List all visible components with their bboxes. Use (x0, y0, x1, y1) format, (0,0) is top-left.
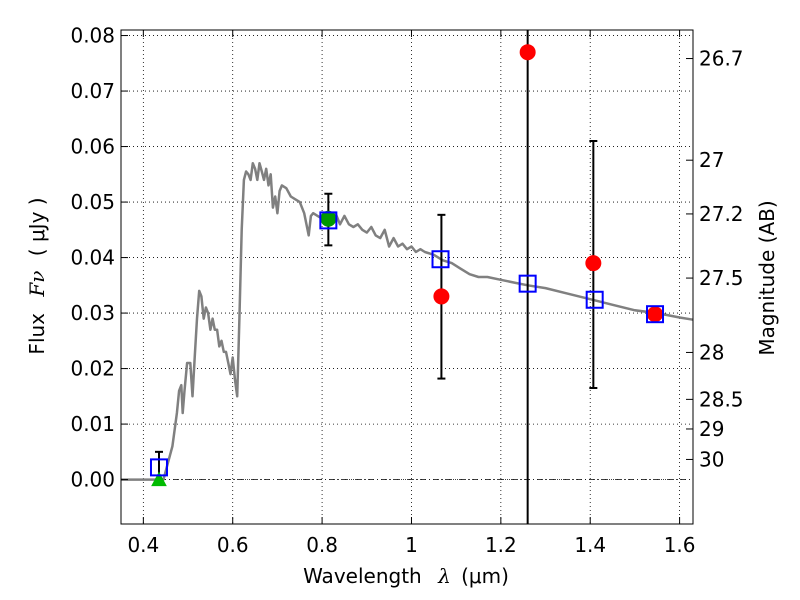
detection-circle-marker (433, 288, 450, 305)
x-axis-title-symbol: λ (437, 564, 451, 588)
magnitude-tick-label: 26.7 (699, 47, 744, 71)
magnitude-tick-label: 27.2 (699, 202, 744, 226)
y-tick-label: 0.05 (70, 190, 115, 214)
y-tick-label: 0.03 (70, 301, 115, 325)
upper-limit-triangle-marker (151, 471, 167, 487)
magnitude-tick-label: 27.5 (699, 266, 744, 290)
data-markers (149, 44, 665, 487)
x-tick-label: 1.6 (664, 533, 696, 557)
plot-frame (120, 29, 694, 525)
model-square-marker (149, 458, 168, 477)
model-square-marker (431, 250, 450, 269)
x-tick-label: 1.4 (574, 533, 606, 557)
x-tick-label: 0.4 (127, 533, 159, 557)
magnitude-tick-label: 27 (699, 148, 724, 172)
model-square-marker (646, 305, 665, 324)
detection-circle-marker (647, 306, 664, 323)
detection-circle-marker (519, 44, 536, 61)
y-tick-label: 0.07 (70, 79, 115, 103)
model-square-marker (319, 211, 338, 230)
magnitude-tick-label: 28.5 (699, 387, 744, 411)
model-square-marker (585, 290, 604, 309)
axis-ticks: 0.4 0.6 0.8 1 1.2 1.4 1.6 0.00 0.01 0.02 0.03 0.04 0… (70, 24, 743, 557)
model-square-marker (518, 274, 537, 293)
x-axis-title-text: Wavelength (303, 564, 422, 588)
x-tick-label: 0.8 (306, 533, 338, 557)
y-tick-label: 0.08 (70, 24, 115, 48)
magnitude-tick-label: 28 (699, 340, 724, 364)
y-tick-label: 0.01 (70, 412, 115, 436)
magnitude-tick-label: 30 (699, 447, 724, 471)
detection-circle-marker (585, 255, 602, 272)
x-tick-label: 1 (405, 533, 418, 557)
y-axis-title: Flux Fν ( μJy ) (25, 197, 49, 354)
magnitude-tick-label: 29 (699, 417, 724, 441)
y-tick-label: 0.04 (70, 246, 115, 270)
x-tick-label: 0.6 (217, 533, 249, 557)
y-axis-title-symbol: Fν (25, 271, 49, 298)
y2-axis-title: Magnitude (AB) (755, 200, 779, 355)
y-tick-label: 0.02 (70, 357, 115, 381)
y-tick-label: 0.06 (70, 135, 115, 159)
y-axis-title-text: Flux (25, 313, 49, 355)
x-tick-label: 1.2 (485, 533, 517, 557)
y-tick-label: 0.00 (70, 468, 115, 492)
x-axis-title: Wavelength λ (μm) (303, 564, 509, 588)
detection-circle-marker (320, 210, 337, 227)
x-axis-title-unit: (μm) (461, 564, 509, 588)
y-axis-title-unit: ( μJy ) (25, 197, 49, 256)
